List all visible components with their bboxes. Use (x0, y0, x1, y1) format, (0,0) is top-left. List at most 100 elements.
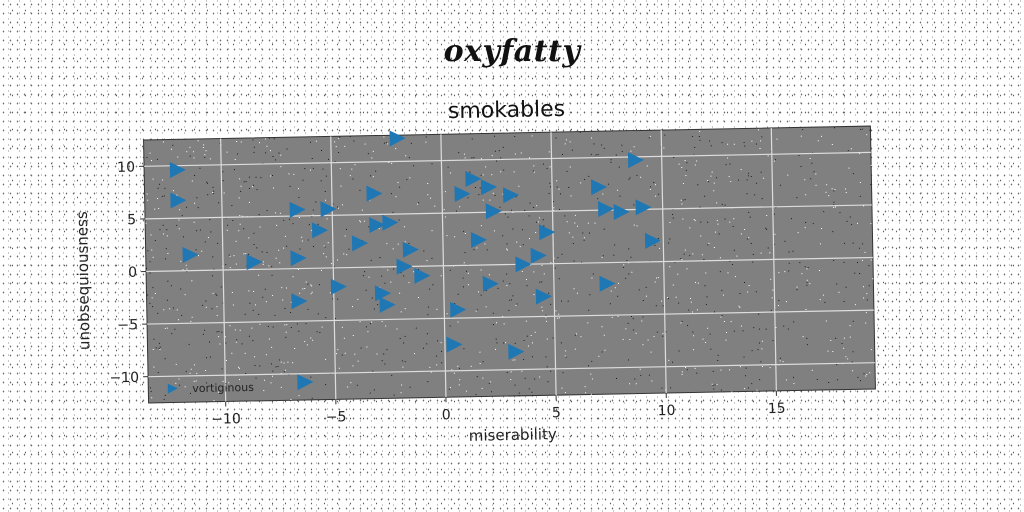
plot-noise-dot (255, 176, 257, 178)
plot-noise-dot (569, 166, 571, 168)
plot-noise-dot (806, 282, 808, 284)
x-tick-label: −10 (211, 411, 241, 428)
plot-noise-dot (761, 198, 763, 200)
plot-noise-dot (573, 260, 575, 262)
plot-noise-dot (284, 324, 286, 326)
plot-noise-dot (690, 301, 692, 303)
plot-noise-dot (238, 230, 240, 232)
plot-noise-dot (220, 286, 222, 288)
plot-noise-dot (485, 166, 487, 168)
plot-noise-dot (675, 296, 677, 298)
plot-noise-dot (772, 340, 774, 342)
plot-noise-dot (151, 397, 153, 399)
plot-noise-dot (480, 225, 482, 227)
plot-noise-dot (378, 228, 380, 230)
plot-noise-dot (561, 387, 563, 389)
plot-noise-dot (693, 335, 695, 337)
plot-noise-dot (221, 331, 223, 333)
plot-noise-dot (227, 224, 229, 226)
plot-noise-dot (625, 277, 627, 279)
plot-noise-dot (418, 202, 420, 204)
plot-noise-dot (699, 130, 701, 132)
plot-noise-dot (176, 309, 178, 311)
plot-noise-dot (721, 142, 723, 144)
plot-noise-dot (526, 285, 528, 287)
plot-noise-dot (662, 305, 664, 307)
plot-noise-dot (158, 342, 160, 344)
plot-noise-dot (429, 288, 431, 290)
plot-noise-dot (262, 296, 264, 298)
data-point (170, 192, 187, 209)
plot-noise-dot (450, 172, 452, 174)
plot-noise-dot (733, 218, 735, 220)
plot-noise-dot (769, 252, 771, 254)
plot-noise-dot (699, 139, 701, 141)
plot-noise-dot (516, 303, 518, 305)
plot-noise-dot (870, 164, 872, 166)
data-point (389, 130, 406, 147)
plot-noise-dot (833, 206, 835, 208)
plot-noise-dot (495, 348, 497, 350)
plot-noise-dot (253, 232, 255, 234)
plot-noise-dot (561, 153, 563, 155)
plot-noise-dot (686, 369, 688, 371)
data-point (396, 258, 413, 275)
plot-noise-dot (668, 242, 670, 244)
plot-noise-dot (678, 302, 680, 304)
plot-noise-dot (758, 328, 760, 330)
plot-noise-dot (260, 177, 262, 179)
plot-noise-dot (337, 259, 339, 261)
plot-noise-dot (417, 296, 420, 298)
plot-noise-dot (629, 339, 631, 341)
plot-noise-dot (476, 376, 478, 378)
plot-noise-dot (301, 236, 303, 238)
plot-noise-dot (400, 392, 402, 394)
plot-noise-dot (574, 348, 576, 350)
plot-noise-dot (497, 287, 499, 289)
plot-noise-dot (555, 310, 557, 312)
plot-noise-dot (623, 264, 625, 266)
legend-label: vortiginous (192, 381, 254, 395)
data-point (382, 214, 399, 231)
plot-noise-dot (859, 195, 861, 197)
plot-noise-dot (253, 290, 255, 292)
plot-noise-dot (270, 175, 272, 177)
plot-noise-dot (815, 184, 817, 186)
plot-noise-dot (809, 158, 811, 160)
plot-noise-dot (360, 221, 362, 223)
plot-noise-dot (748, 211, 750, 213)
plot-noise-dot (179, 209, 181, 211)
plot-noise-dot (707, 244, 709, 246)
plot-noise-dot (711, 171, 713, 173)
plot-noise-dot (181, 215, 183, 217)
plot-noise-dot (506, 243, 508, 245)
plot-noise-dot (173, 307, 175, 309)
plot-noise-dot (226, 151, 228, 153)
plot-noise-dot (833, 190, 835, 192)
plot-noise-dot (819, 243, 821, 245)
plot-noise-dot (558, 188, 560, 190)
plot-noise-dot (678, 163, 680, 165)
plot-noise-dot (703, 258, 705, 260)
plot-noise-dot (255, 304, 257, 306)
plot-noise-dot (406, 179, 408, 181)
plot-noise-dot (713, 388, 715, 390)
plot-noise-dot (707, 221, 709, 223)
plot-noise-dot (528, 388, 530, 390)
plot-noise-dot (213, 190, 215, 192)
plot-noise-dot (370, 259, 372, 261)
plot-noise-dot (202, 146, 204, 148)
plot-noise-dot (518, 392, 520, 394)
plot-noise-dot (621, 144, 623, 146)
plot-noise-dot (441, 350, 443, 352)
plot-noise-dot (320, 180, 322, 182)
plot-noise-dot (656, 331, 658, 333)
plot-noise-dot (859, 128, 861, 130)
plot-noise-dot (851, 361, 853, 363)
plot-noise-dot (748, 172, 750, 174)
plot-noise-dot (310, 337, 312, 339)
plot-noise-dot (817, 140, 819, 142)
plot-noise-dot (865, 375, 867, 377)
plot-noise-dot (372, 370, 374, 372)
plot-noise-dot (850, 148, 852, 150)
